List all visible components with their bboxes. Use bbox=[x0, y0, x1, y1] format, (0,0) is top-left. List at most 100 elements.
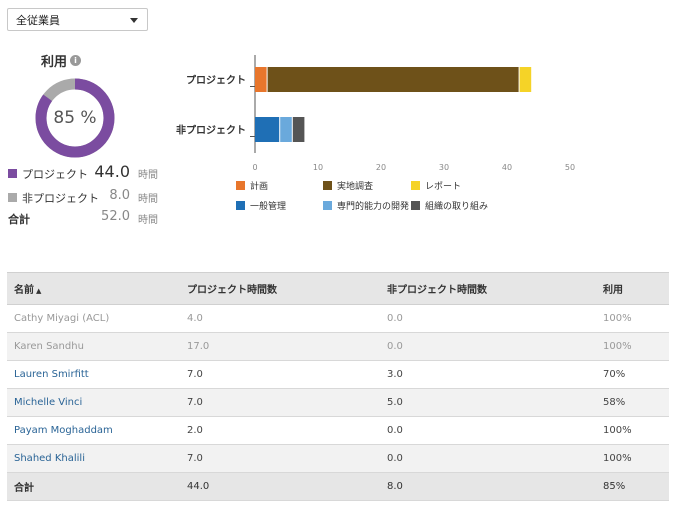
project-hours-cell: 7.0 bbox=[180, 388, 380, 417]
utilization-cell: 70% bbox=[596, 360, 669, 389]
bar-segment[interactable] bbox=[255, 67, 267, 92]
table-row: Michelle Vinci 7.0 5.0 58% bbox=[7, 388, 669, 417]
chart-legend-item[interactable]: 実地調査 bbox=[323, 179, 373, 192]
project-hours-cell: 4.0 bbox=[180, 304, 380, 333]
legend-value: 52.0 bbox=[101, 209, 130, 224]
utilization-cell: 58% bbox=[596, 388, 669, 417]
category-label: 非プロジェクト bbox=[176, 124, 246, 137]
nonproject-hours-cell: 0.0 bbox=[380, 304, 596, 333]
x-tick-label: 50 bbox=[565, 163, 575, 172]
sort-ascending-icon: ▲ bbox=[36, 287, 42, 295]
nonproject-swatch bbox=[8, 193, 17, 202]
column-header-name[interactable]: 名前 ▲ bbox=[7, 272, 180, 305]
legend-unit: 時間 bbox=[138, 215, 158, 226]
total-nonproject-hours: 8.0 bbox=[380, 472, 596, 501]
legend-label: レポート bbox=[425, 182, 462, 192]
header-label: 名前 bbox=[14, 285, 34, 296]
project-swatch bbox=[8, 169, 17, 178]
chart-legend-item[interactable]: レポート bbox=[411, 179, 461, 192]
utilization-title-text: 利用 bbox=[41, 55, 68, 70]
nonproject-hours-cell: 0.0 bbox=[380, 444, 596, 473]
employee-filter-dropdown[interactable]: 全従業員 bbox=[7, 8, 148, 31]
legend-unit: 時間 bbox=[138, 170, 158, 181]
legend-swatch bbox=[411, 181, 420, 190]
legend-swatch bbox=[323, 181, 332, 190]
nonproject-hours-cell: 0.0 bbox=[380, 332, 596, 361]
employee-name-link[interactable]: Shahed Khalili bbox=[7, 444, 180, 473]
x-tick-label: 40 bbox=[502, 163, 512, 172]
project-hours-cell: 17.0 bbox=[180, 332, 380, 361]
table-row: Karen Sandhu 17.0 0.0 100% bbox=[7, 332, 669, 361]
total-label: 合計 bbox=[7, 472, 180, 501]
table-row: Lauren Smirfitt 7.0 3.0 70% bbox=[7, 360, 669, 389]
legend-label: 実地調査 bbox=[337, 182, 374, 192]
legend-label: 一般管理 bbox=[250, 202, 287, 212]
chart-legend-item[interactable]: 組織の取り組み bbox=[411, 199, 488, 212]
category-label: プロジェクト bbox=[186, 74, 246, 87]
table-row: Payam Moghaddam 2.0 0.0 100% bbox=[7, 416, 669, 445]
chevron-down-icon bbox=[130, 18, 138, 23]
table-row: Cathy Miyagi (ACL) 4.0 0.0 100% bbox=[7, 304, 669, 333]
x-tick-label: 0 bbox=[252, 163, 257, 172]
chart-legend-item[interactable]: 計画 bbox=[236, 179, 268, 192]
employee-name-link[interactable]: Michelle Vinci bbox=[7, 388, 180, 417]
legend-value: 8.0 bbox=[109, 188, 130, 203]
legend-label: プロジェクト bbox=[22, 168, 88, 181]
total-utilization: 85% bbox=[596, 472, 669, 501]
employee-name-link[interactable]: Payam Moghaddam bbox=[7, 416, 180, 445]
utilization-cell: 100% bbox=[596, 304, 669, 333]
bar-segment[interactable] bbox=[292, 117, 305, 142]
utilization-cell: 100% bbox=[596, 416, 669, 445]
bar-segment[interactable] bbox=[255, 117, 280, 142]
bar-segment[interactable] bbox=[519, 67, 532, 92]
x-tick-label: 20 bbox=[376, 163, 386, 172]
utilization-title: 利用 i bbox=[41, 51, 82, 70]
hours-bar-chart: 0 10 20 30 40 50 プロジェクト非プロジェクト bbox=[170, 55, 590, 183]
legend-label: 専門的能力の開発 bbox=[337, 202, 410, 212]
nonproject-hours-cell: 5.0 bbox=[380, 388, 596, 417]
legend-swatch bbox=[323, 201, 332, 210]
legend-swatch bbox=[411, 201, 420, 210]
x-tick-label: 30 bbox=[439, 163, 449, 172]
chart-legend-item[interactable]: 一般管理 bbox=[236, 199, 286, 212]
utilization-donut bbox=[35, 78, 115, 158]
utilization-cell: 100% bbox=[596, 332, 669, 361]
legend-unit: 時間 bbox=[138, 194, 158, 205]
legend-label: 計画 bbox=[250, 182, 269, 192]
x-tick-label: 10 bbox=[313, 163, 323, 172]
legend-swatch bbox=[236, 201, 245, 210]
nonproject-hours-cell: 3.0 bbox=[380, 360, 596, 389]
info-icon[interactable]: i bbox=[70, 55, 82, 66]
total-project-hours: 44.0 bbox=[180, 472, 380, 501]
employee-name-link[interactable]: Lauren Smirfitt bbox=[7, 360, 180, 389]
column-header-nonproject-hours[interactable]: 非プロジェクト時間数 bbox=[380, 272, 596, 305]
utilization-percent: 85 % bbox=[53, 108, 97, 128]
utilization-cell: 100% bbox=[596, 444, 669, 473]
project-hours-cell: 2.0 bbox=[180, 416, 380, 445]
legend-label: 組織の取り組み bbox=[425, 202, 489, 212]
legend-swatch bbox=[236, 181, 245, 190]
legend-label: 非プロジェクト bbox=[22, 192, 99, 205]
employee-utilization-table: 名前 ▲ プロジェクト時間数 非プロジェクト時間数 利用 Cathy Miyagi… bbox=[7, 272, 669, 501]
bar-segment[interactable] bbox=[280, 117, 292, 142]
employee-filter-value: 全従業員 bbox=[16, 13, 60, 27]
project-hours-cell: 7.0 bbox=[180, 444, 380, 473]
legend-label: 合計 bbox=[8, 213, 30, 226]
chart-legend-item[interactable]: 専門的能力の開発 bbox=[323, 199, 409, 212]
employee-name: Karen Sandhu bbox=[7, 332, 180, 361]
employee-name: Cathy Miyagi (ACL) bbox=[7, 304, 180, 333]
nonproject-hours-cell: 0.0 bbox=[380, 416, 596, 445]
legend-project-hours: プロジェクト 44.0 時間 bbox=[8, 162, 158, 182]
project-hours-cell: 7.0 bbox=[180, 360, 380, 389]
bar-segment[interactable] bbox=[267, 67, 519, 92]
table-row: Shahed Khalili 7.0 0.0 100% bbox=[7, 444, 669, 473]
column-header-project-hours[interactable]: プロジェクト時間数 bbox=[180, 272, 380, 305]
legend-total-hours: 合計 52.0 時間 bbox=[8, 209, 158, 227]
column-header-utilization[interactable]: 利用 bbox=[596, 272, 669, 305]
legend-nonproject-hours: 非プロジェクト 8.0 時間 bbox=[8, 188, 158, 206]
table-header-row: 名前 ▲ プロジェクト時間数 非プロジェクト時間数 利用 bbox=[7, 272, 669, 305]
donut-project-arc bbox=[35, 78, 115, 158]
legend-value: 44.0 bbox=[94, 162, 130, 181]
table-total-row: 合計 44.0 8.0 85% bbox=[7, 472, 669, 501]
